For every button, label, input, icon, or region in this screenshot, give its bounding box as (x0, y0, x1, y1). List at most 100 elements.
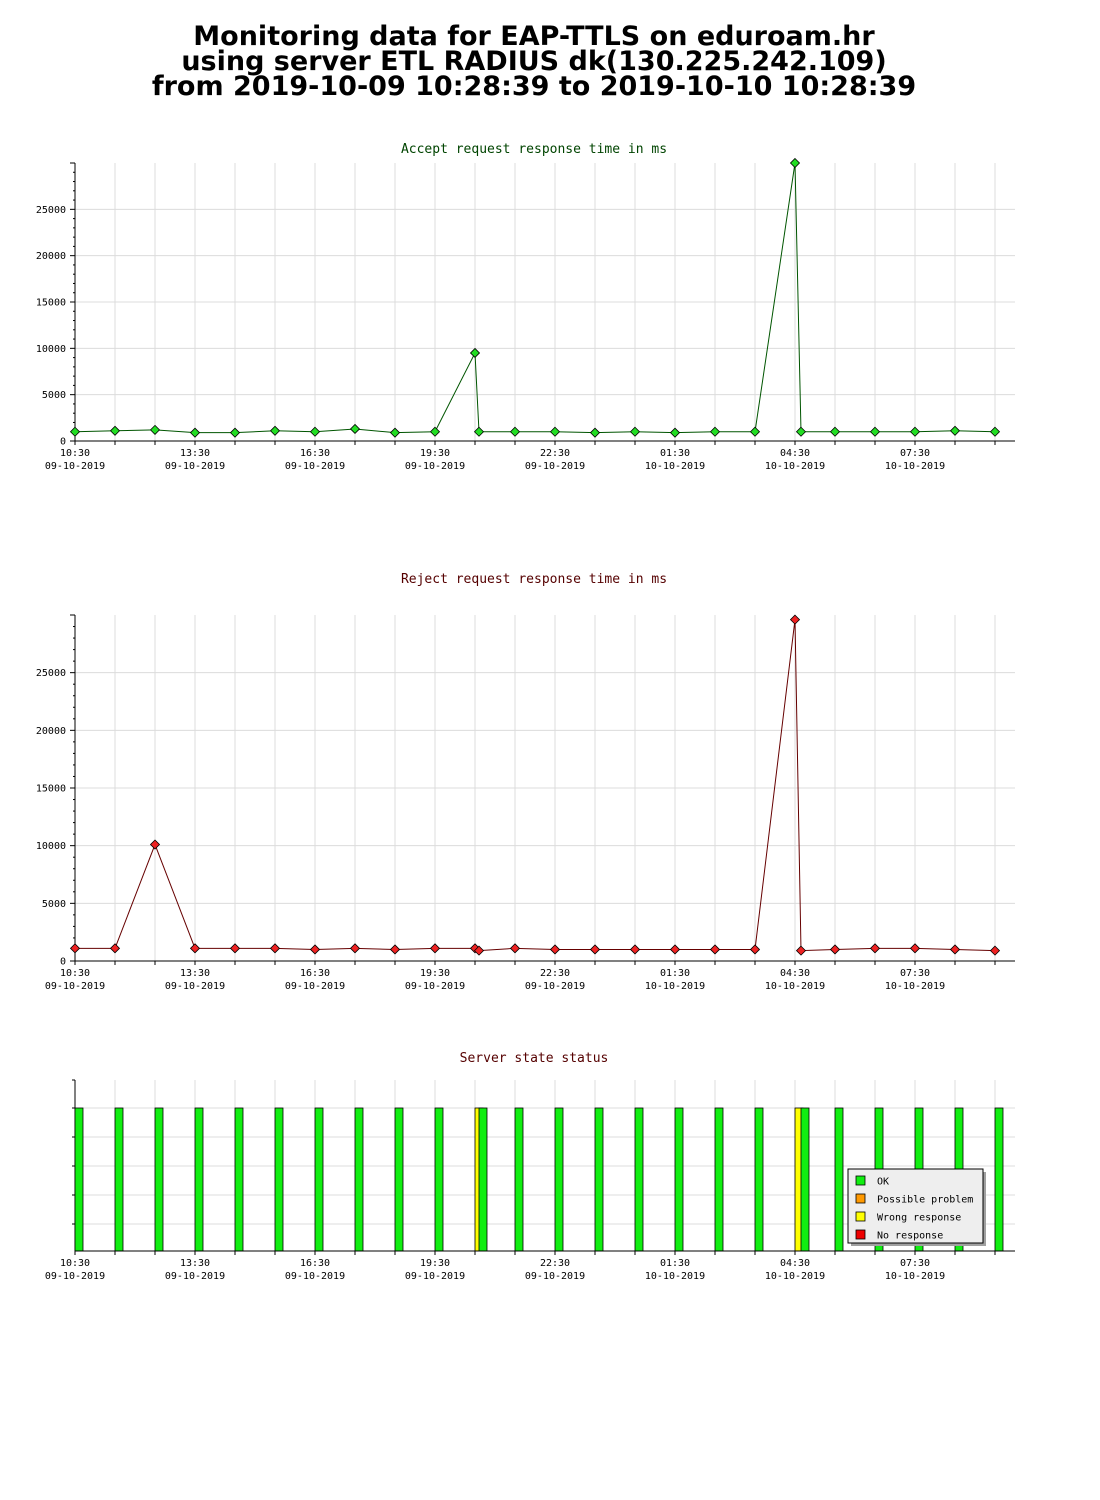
y-tick-label: 15000 (36, 298, 66, 309)
x-tick-date: 09-10-2019 (525, 1271, 585, 1282)
data-point (869, 426, 881, 437)
legend-label: OK (877, 1177, 889, 1188)
legend-box (847, 1168, 984, 1244)
data-point (389, 427, 401, 438)
x-tick-date: 10-10-2019 (885, 1271, 945, 1282)
x-tick-label: 19:30 (420, 448, 450, 459)
server-state-status-chart: Server state status 10:30 09-10-2019 13:30 0… (45, 1051, 1015, 1282)
reject-response-time-chart: Reject request response time in ms 0 5000 1… (36, 572, 1015, 992)
data-point (795, 945, 807, 956)
legend-label: Possible problem (877, 1195, 973, 1206)
data-point (949, 425, 961, 436)
x-tick-label: 13:30 (180, 1258, 210, 1269)
x-tick-date: 09-10-2019 (525, 461, 585, 472)
x-tick-date: 09-10-2019 (405, 1271, 465, 1282)
x-tick-date: 09-10-2019 (285, 461, 345, 472)
x-tick-label: 01:30 (660, 968, 690, 979)
x-tick-date: 09-10-2019 (285, 981, 345, 992)
status-bar (394, 1107, 404, 1252)
title-line-2: using server ETL RADIUS dk(130.225.242.1… (181, 46, 887, 77)
x-tick-label: 22:30 (540, 1258, 570, 1269)
data-point (629, 426, 641, 437)
series-line (74, 162, 996, 434)
x-tick-label: 04:30 (780, 1258, 810, 1269)
data-point (789, 614, 801, 625)
chart-title: Server state status (460, 1051, 609, 1066)
data-point (389, 944, 401, 955)
data-point (795, 426, 807, 437)
status-bar (234, 1107, 244, 1252)
x-tick-label: 13:30 (180, 968, 210, 979)
status-bar (354, 1107, 364, 1252)
x-tick-label: 10:30 (60, 968, 90, 979)
data-point (429, 943, 441, 954)
data-point (589, 427, 601, 438)
data-point (669, 944, 681, 955)
data-point (589, 944, 601, 955)
x-tick-label: 10:30 (60, 448, 90, 459)
data-point (709, 944, 721, 955)
y-tick-label: 10000 (36, 344, 66, 355)
data-point (189, 943, 201, 954)
data-point (269, 943, 281, 954)
x-tick-label: 13:30 (180, 448, 210, 459)
y-tick-label: 25000 (36, 205, 66, 216)
data-point (509, 943, 521, 954)
data-point (909, 943, 921, 954)
data-point (69, 943, 81, 954)
data-point (509, 426, 521, 437)
title-line-3: from 2019-10-09 10:28:39 to 2019-10-10 1… (151, 71, 917, 102)
status-bar (834, 1107, 844, 1252)
data-point (149, 839, 161, 850)
x-tick-date: 10-10-2019 (885, 981, 945, 992)
x-tick-label: 10:30 (60, 1258, 90, 1269)
y-tick-label: 15000 (36, 784, 66, 795)
x-tick-date: 09-10-2019 (45, 1271, 105, 1282)
data-point (269, 425, 281, 436)
x-tick-label: 19:30 (420, 1258, 450, 1269)
data-point (749, 944, 761, 955)
x-tick-date: 09-10-2019 (525, 981, 585, 992)
status-bar (154, 1107, 164, 1252)
data-point (349, 423, 361, 435)
status-bar (514, 1107, 524, 1252)
data-point (549, 426, 561, 437)
legend-swatch (855, 1175, 866, 1186)
data-point (429, 426, 441, 437)
data-point (869, 943, 881, 954)
chart-title: Accept request response time in ms (401, 142, 667, 157)
x-tick-date: 09-10-2019 (45, 461, 105, 472)
data-point (109, 943, 121, 954)
data-point (309, 944, 321, 955)
data-point (909, 426, 921, 437)
x-tick-label: 04:30 (780, 448, 810, 459)
x-tick-date: 09-10-2019 (285, 1271, 345, 1282)
data-point (789, 157, 801, 169)
status-bar (754, 1107, 764, 1252)
y-tick-label: 20000 (36, 251, 66, 262)
data-point (69, 426, 81, 437)
status-bar (594, 1107, 604, 1252)
x-tick-date: 09-10-2019 (405, 461, 465, 472)
page-title: Monitoring data for EAP-TTLS on eduroam.… (0, 23, 1068, 102)
y-tick-label: 0 (60, 437, 66, 448)
data-point (949, 944, 961, 955)
x-tick-date: 10-10-2019 (645, 461, 705, 472)
data-point (829, 944, 841, 955)
x-tick-label: 04:30 (780, 968, 810, 979)
data-point (229, 943, 241, 954)
y-tick-label: 0 (60, 957, 66, 968)
data-point (309, 426, 321, 437)
status-bar (114, 1107, 124, 1252)
x-tick-label: 19:30 (420, 968, 450, 979)
x-tick-label: 07:30 (900, 1258, 930, 1269)
data-point (469, 347, 481, 359)
data-point (989, 426, 1001, 437)
data-point (109, 425, 121, 436)
legend-label: No response (877, 1231, 943, 1242)
data-point (149, 424, 161, 435)
x-tick-date: 10-10-2019 (885, 461, 945, 472)
x-tick-date: 10-10-2019 (765, 981, 825, 992)
data-point (989, 945, 1001, 956)
data-point (829, 426, 841, 437)
